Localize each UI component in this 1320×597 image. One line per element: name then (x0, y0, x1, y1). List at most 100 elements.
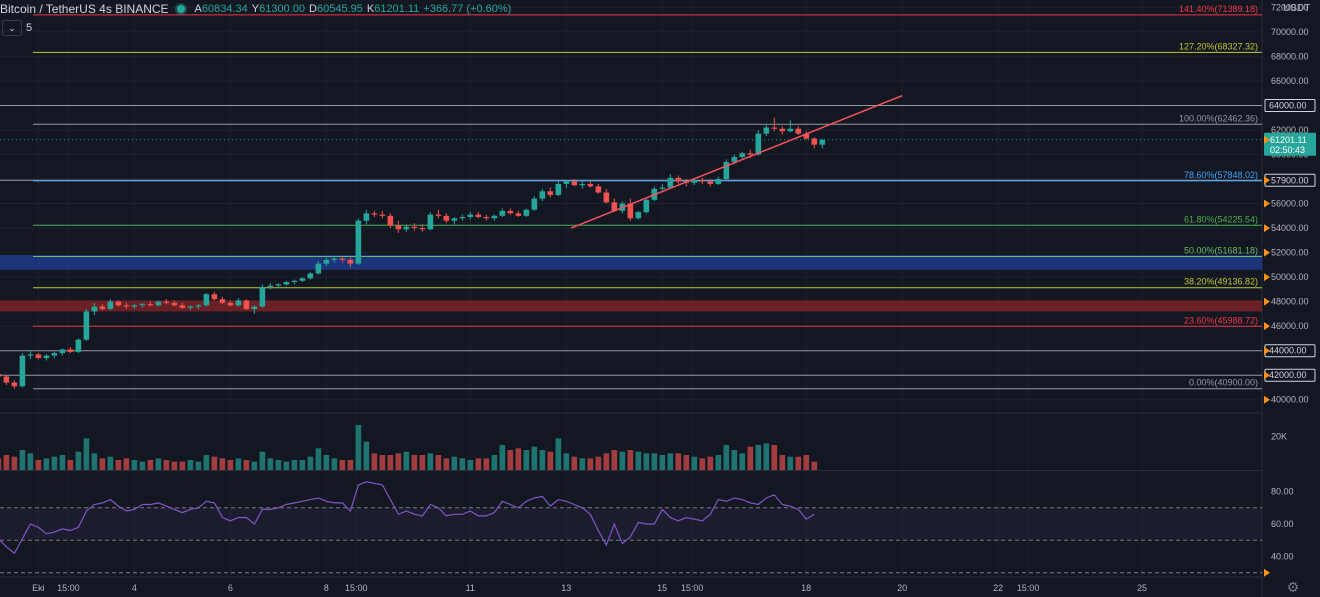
volume-bar (691, 456, 698, 470)
candle-body (763, 127, 770, 134)
volume-bar (163, 460, 170, 470)
candle-body (267, 285, 274, 287)
fib-level-label: 0.00%(40900.00) (1189, 378, 1258, 388)
volume-bar (459, 458, 466, 470)
volume-bar (811, 461, 818, 470)
symbol-title[interactable]: Bitcoin / TetherUS 4s BINANCE (0, 2, 169, 16)
rsi-tick-label: 60.00 (1271, 519, 1294, 529)
alert-marker-icon (1264, 224, 1270, 233)
volume-bar (403, 451, 410, 470)
volume-bar (211, 456, 218, 470)
candle-body (59, 349, 66, 354)
gear-icon[interactable]: ⚙ (1286, 579, 1300, 595)
candle-body (0, 373, 2, 377)
candle-body (667, 177, 674, 188)
fib-level-label: 141.40%(71389.18) (1179, 4, 1258, 14)
candle-body (179, 305, 186, 308)
time-axis-label: 15:00 (1017, 583, 1040, 593)
volume-bar (427, 453, 434, 470)
candle-body (51, 353, 58, 356)
candle-body (83, 311, 90, 340)
candle-body (803, 133, 810, 139)
volume-bar (27, 453, 34, 470)
candle-body (299, 278, 306, 281)
volume-bar (491, 455, 498, 470)
alert-marker-icon (1264, 297, 1270, 306)
volume-bar (739, 453, 746, 470)
candle-body (451, 218, 458, 221)
alert-marker-icon (1264, 371, 1270, 380)
volume-bar (115, 460, 122, 470)
time-axis-label: 8 (324, 583, 329, 593)
volume-bar (539, 450, 546, 470)
volume-bar (123, 458, 130, 470)
candle-body (731, 156, 738, 162)
candle-body (659, 187, 666, 189)
volume-bar (419, 455, 426, 470)
candle-body (539, 191, 546, 199)
price-axis-label: 46000.00 (1271, 321, 1309, 331)
low-value: 60545.95 (316, 3, 363, 15)
alert-marker-icon (1264, 322, 1270, 331)
candle-body (3, 376, 10, 383)
high-label: Y (251, 3, 260, 15)
indicator-toggle[interactable]: ⌄ 5 (2, 20, 32, 36)
price-axis-label: 50000.00 (1271, 272, 1309, 282)
volume-bar (51, 456, 58, 470)
candle-body (795, 128, 802, 134)
volume-bar (395, 453, 402, 470)
candle-body (427, 214, 434, 230)
volume-bar (43, 458, 50, 470)
candle-body (603, 192, 610, 203)
price-axis-box (1264, 98, 1316, 112)
fib-level-label: 127.20%(68327.32) (1179, 41, 1258, 51)
time-axis-label: 22 (993, 583, 1003, 593)
volume-bar (595, 456, 602, 470)
candle-body (147, 304, 154, 306)
rsi-line (0, 481, 815, 555)
volume-bar (451, 456, 458, 470)
volume-bar (299, 460, 306, 470)
candle-body (139, 304, 146, 306)
volume-bar (355, 425, 362, 470)
candle-body (91, 306, 98, 312)
volume-bar (171, 461, 178, 470)
volume-bar (707, 456, 714, 470)
candle-body (227, 302, 234, 306)
volume-bar (435, 455, 442, 470)
candle-body (19, 355, 26, 387)
volume-bar (67, 460, 74, 470)
candle-body (35, 354, 42, 359)
candle-body (203, 294, 210, 306)
volume-bar (3, 455, 10, 470)
volume-bar (659, 455, 666, 470)
volume-bar (195, 461, 202, 470)
volume-bar (187, 460, 194, 470)
volume-bar (731, 450, 738, 470)
candle-body (507, 210, 514, 214)
volume-bar (323, 455, 330, 470)
candle-body (339, 258, 346, 260)
fib-level-label: 50.00%(51681.18) (1184, 246, 1258, 256)
volume-bar (627, 450, 634, 470)
candle-body (331, 258, 338, 260)
volume-bar (763, 443, 770, 470)
candle-body (499, 210, 506, 216)
candle-body (699, 180, 706, 182)
volume-bar (371, 453, 378, 470)
candle-body (723, 161, 730, 180)
chevron-down-icon[interactable]: ⌄ (2, 20, 22, 36)
candle-body (67, 349, 74, 352)
volume-bar (307, 456, 314, 470)
candle-body (483, 217, 490, 219)
volume-bar (379, 455, 386, 470)
fib-level-label: 38.20%(49136.82) (1184, 277, 1258, 287)
candle-body (195, 305, 202, 307)
volume-bar (723, 445, 730, 470)
candle-body (235, 300, 242, 306)
volume-bar (387, 455, 394, 470)
candle-body (691, 180, 698, 183)
close-label: K (366, 3, 375, 15)
